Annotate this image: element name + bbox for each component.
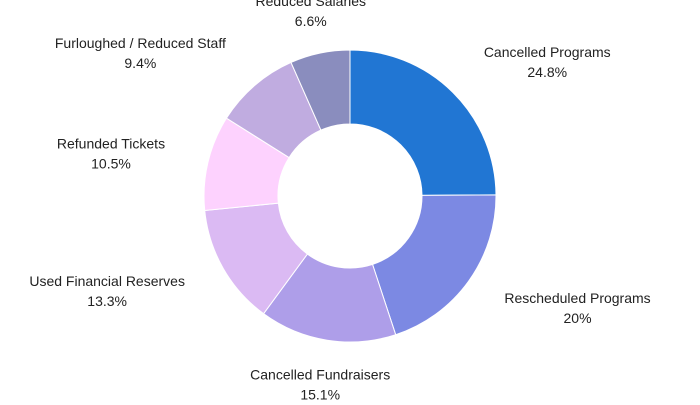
slice-value-cancelled-programs: 24.8% (527, 64, 567, 80)
slice-value-used-financial-reserves: 13.3% (87, 293, 127, 309)
slice-cancelled-programs (349, 49, 497, 196)
slice-label-furloughed-reduced-staff: Furloughed / Reduced Staff (55, 35, 226, 51)
slice-rescheduled-programs (371, 194, 497, 336)
slice-label-rescheduled-programs: Rescheduled Programs (504, 290, 650, 306)
labels-layer: Cancelled Programs 24.8% Rescheduled Progr… (29, 0, 650, 403)
slices-layer (203, 49, 497, 343)
slice-value-reduced-salaries: 6.6% (295, 13, 327, 29)
slice-reduced-salaries (290, 49, 351, 131)
slice-value-rescheduled-programs: 20% (564, 310, 592, 326)
slice-label-used-financial-reserves: Used Financial Reserves (29, 273, 185, 289)
slice-label-cancelled-programs: Cancelled Programs (484, 44, 611, 60)
slice-label-refunded-tickets: Refunded Tickets (57, 135, 165, 151)
slice-value-refunded-tickets: 10.5% (91, 155, 131, 171)
slice-label-cancelled-fundraisers: Cancelled Fundraisers (250, 367, 390, 383)
slice-label-reduced-salaries: Reduced Salaries (256, 0, 367, 9)
slice-value-furloughed-reduced-staff: 9.4% (124, 55, 156, 71)
slice-value-cancelled-fundraisers: 15.1% (300, 387, 340, 400)
